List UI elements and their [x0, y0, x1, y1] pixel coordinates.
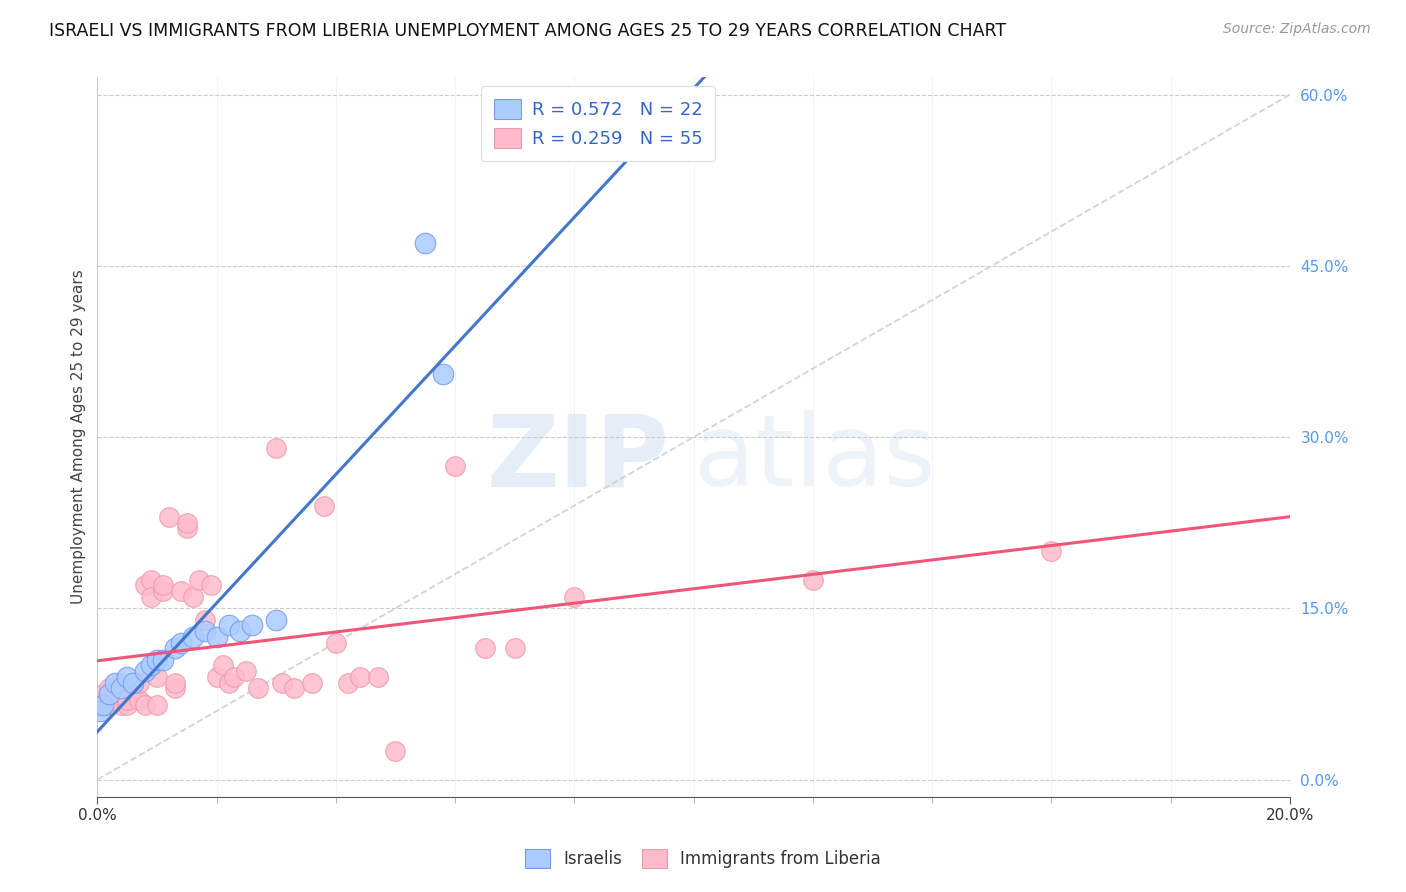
Point	[91, 687, 114, 701]
Point	[801, 573, 824, 587]
Point	[194, 613, 217, 627]
Point	[122, 681, 145, 696]
Point	[170, 635, 193, 649]
Point	[115, 698, 138, 713]
Y-axis label: Unemployment Among Ages 25 to 29 years: Unemployment Among Ages 25 to 29 years	[72, 269, 86, 605]
Point	[146, 698, 169, 713]
Point	[104, 675, 127, 690]
Point	[152, 584, 174, 599]
Point	[200, 578, 222, 592]
Point	[264, 442, 287, 456]
Point	[384, 744, 406, 758]
Point	[128, 692, 150, 706]
Point	[181, 590, 204, 604]
Point	[91, 698, 114, 713]
Point	[503, 641, 526, 656]
Point	[1040, 544, 1063, 558]
Point	[98, 681, 121, 696]
Point	[224, 670, 246, 684]
Point	[242, 618, 264, 632]
Point	[205, 630, 228, 644]
Point	[115, 692, 138, 706]
Legend: Israelis, Immigrants from Liberia: Israelis, Immigrants from Liberia	[519, 843, 887, 875]
Point	[98, 698, 121, 713]
Point	[264, 613, 287, 627]
Point	[163, 681, 186, 696]
Point	[91, 692, 114, 706]
Point	[157, 510, 180, 524]
Point	[301, 675, 323, 690]
Text: Source: ZipAtlas.com: Source: ZipAtlas.com	[1223, 22, 1371, 37]
Point	[122, 675, 145, 690]
Point	[163, 675, 186, 690]
Point	[128, 675, 150, 690]
Point	[146, 670, 169, 684]
Point	[89, 704, 111, 718]
Point	[218, 618, 240, 632]
Point	[110, 681, 132, 696]
Point	[139, 658, 162, 673]
Point	[229, 624, 252, 639]
Point	[139, 573, 162, 587]
Point	[98, 687, 121, 701]
Point	[218, 675, 240, 690]
Text: ISRAELI VS IMMIGRANTS FROM LIBERIA UNEMPLOYMENT AMONG AGES 25 TO 29 YEARS CORREL: ISRAELI VS IMMIGRANTS FROM LIBERIA UNEMP…	[49, 22, 1007, 40]
Point	[170, 584, 193, 599]
Point	[139, 590, 162, 604]
Point	[152, 653, 174, 667]
Point	[271, 675, 294, 690]
Point	[367, 670, 389, 684]
Point	[89, 698, 111, 713]
Point	[432, 368, 454, 382]
Point	[110, 698, 132, 713]
Point	[146, 653, 169, 667]
Point	[247, 681, 270, 696]
Point	[176, 521, 198, 535]
Point	[134, 578, 156, 592]
Point	[115, 670, 138, 684]
Point	[564, 590, 586, 604]
Point	[444, 458, 467, 473]
Point	[312, 499, 335, 513]
Point	[474, 641, 496, 656]
Legend: R = 0.572   N = 22, R = 0.259   N = 55: R = 0.572 N = 22, R = 0.259 N = 55	[481, 87, 716, 161]
Point	[349, 670, 371, 684]
Point	[187, 573, 209, 587]
Text: ZIP: ZIP	[486, 410, 669, 508]
Point	[181, 630, 204, 644]
Point	[413, 235, 436, 250]
Point	[235, 664, 257, 678]
Point	[163, 641, 186, 656]
Point	[336, 675, 359, 690]
Point	[104, 692, 127, 706]
Point	[134, 664, 156, 678]
Point	[194, 624, 217, 639]
Point	[205, 670, 228, 684]
Text: atlas: atlas	[693, 410, 935, 508]
Point	[176, 516, 198, 530]
Point	[134, 698, 156, 713]
Point	[122, 675, 145, 690]
Point	[325, 635, 347, 649]
Point	[283, 681, 305, 696]
Point	[211, 658, 233, 673]
Point	[110, 675, 132, 690]
Point	[152, 578, 174, 592]
Point	[104, 687, 127, 701]
